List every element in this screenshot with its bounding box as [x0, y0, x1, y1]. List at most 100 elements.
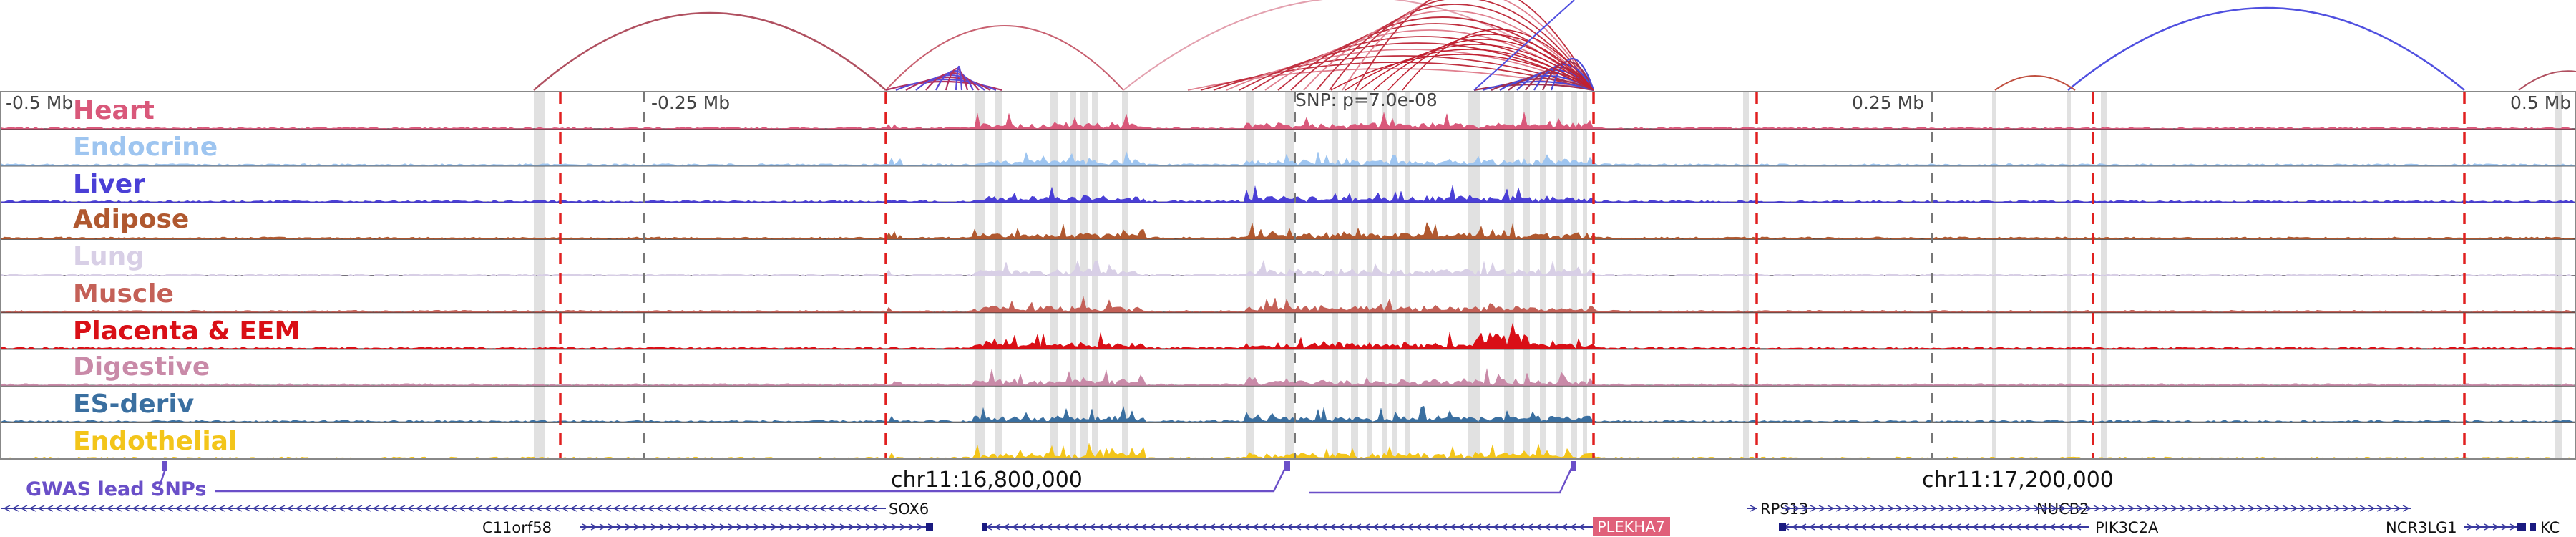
gene-arrow	[2014, 523, 2021, 531]
chromatin-loop-arcs	[533, 0, 2576, 92]
gene-arrow	[819, 505, 826, 512]
gene-arrow	[685, 523, 693, 531]
loop-arc	[1290, 16, 1594, 91]
loop-arc	[533, 11, 887, 91]
gene-arrow	[389, 505, 397, 512]
gene-arrow	[1105, 523, 1113, 531]
gene-arrow	[676, 523, 684, 531]
gene-arrow	[857, 523, 864, 531]
gene-arrow	[509, 505, 517, 512]
gene-arrow	[1844, 505, 1852, 512]
gene-arrow	[140, 505, 148, 512]
gene-arrow	[793, 505, 801, 512]
gene-arrow	[166, 505, 174, 512]
gene-arrow	[1887, 505, 1895, 512]
gene-arrow	[54, 505, 62, 512]
gene-arrow	[1113, 523, 1121, 531]
loop-arc	[1373, 39, 1594, 91]
gene-arrow	[638, 505, 646, 512]
gene-arrow	[1431, 523, 1439, 531]
gene-arrow	[1971, 523, 1979, 531]
gene-arrow	[827, 505, 835, 512]
gene-arrow	[2205, 505, 2212, 512]
gene-rps13	[1747, 505, 1757, 512]
track-signal	[1, 405, 2575, 423]
gene-arrow	[2059, 505, 2067, 512]
gene-arrow	[810, 505, 818, 512]
gene-arrow	[1156, 523, 1164, 531]
gene-sox6	[1, 505, 886, 512]
gene-arrow	[2039, 523, 2047, 531]
gene-arrow	[269, 505, 277, 512]
gene-arrow	[1996, 523, 2004, 531]
gene-arrow	[1885, 523, 1893, 531]
gene-arrow	[29, 505, 36, 512]
gene-arrow	[286, 505, 294, 512]
gene-arrow	[822, 523, 830, 531]
gene-arrow	[329, 505, 337, 512]
gene-arrow	[1568, 523, 1576, 531]
gene-arrow	[2007, 505, 2015, 512]
gene-arrow	[891, 523, 899, 531]
gene-arrow	[2222, 505, 2230, 512]
gene-arrow	[2290, 505, 2298, 512]
gene-arrow	[1311, 523, 1319, 531]
loop-arc	[1482, 80, 1594, 92]
gene-arrow	[149, 505, 157, 512]
gene-arrow	[707, 505, 715, 512]
loop-arc	[2518, 70, 2576, 91]
gene-arrow	[2256, 505, 2264, 512]
track-label-endothelial: Endothelial	[73, 427, 237, 456]
gene-arrow	[728, 523, 736, 531]
track-signal	[1, 296, 2575, 313]
snp-label: SNP: p=7.0e-08	[1295, 90, 1438, 110]
gene-arrow	[1827, 505, 1835, 512]
loop-arc	[945, 67, 969, 91]
gene-arrow	[1036, 523, 1044, 531]
gene-arrow	[467, 505, 474, 512]
gene-arrow	[578, 505, 586, 512]
gene-arrow	[625, 523, 633, 531]
gene-arrow	[599, 523, 607, 531]
gene-arrow	[1294, 523, 1302, 531]
gene-arrow	[2475, 523, 2483, 531]
gene-arrow	[1285, 523, 1293, 531]
gene-arrow	[1930, 505, 1938, 512]
gene-arrow	[1423, 523, 1430, 531]
gene-arrow	[693, 523, 701, 531]
gene-plekha7	[983, 523, 1593, 531]
exon	[982, 523, 987, 531]
gene-arrow	[758, 505, 766, 512]
gene-arrow	[2005, 523, 2013, 531]
gene-arrow	[1096, 523, 1104, 531]
gene-arrow	[1816, 523, 1824, 531]
loop-arc	[905, 76, 991, 91]
gene-arrow	[346, 505, 354, 512]
gene-arrow	[46, 505, 54, 512]
gene-arrow	[698, 505, 706, 512]
gene-arrow	[63, 505, 71, 512]
gene-arrow	[2033, 505, 2041, 512]
gene-arrow	[570, 505, 577, 512]
gene-arrow	[1999, 505, 2006, 512]
track-signal	[1, 368, 2575, 386]
gene-arrow	[1405, 523, 1413, 531]
track-6	[1, 323, 2575, 350]
gene-arrow	[1807, 523, 1815, 531]
gene-arrow	[2048, 523, 2056, 531]
axis-labels: -0.5 Mb -0.25 Mb SNP: p=7.0e-08 0.25 Mb …	[6, 90, 2571, 113]
gene-arrow	[899, 523, 907, 531]
gene-arrow	[415, 505, 423, 512]
gwas-snp-marker-1	[162, 461, 167, 471]
gene-arrow	[364, 505, 371, 512]
gene-arrow	[1302, 523, 1310, 531]
gene-label-plekha7: PLEKHA7	[1597, 518, 1665, 536]
track-8	[1, 405, 2575, 423]
gene-arrow	[2509, 523, 2517, 531]
gene-arrow	[1328, 523, 1336, 531]
gene-arrow	[1543, 523, 1551, 531]
gene-arrow	[745, 523, 753, 531]
gene-arrow	[2394, 505, 2401, 512]
gene-arrow	[784, 505, 792, 512]
track-signal	[1, 112, 2575, 130]
